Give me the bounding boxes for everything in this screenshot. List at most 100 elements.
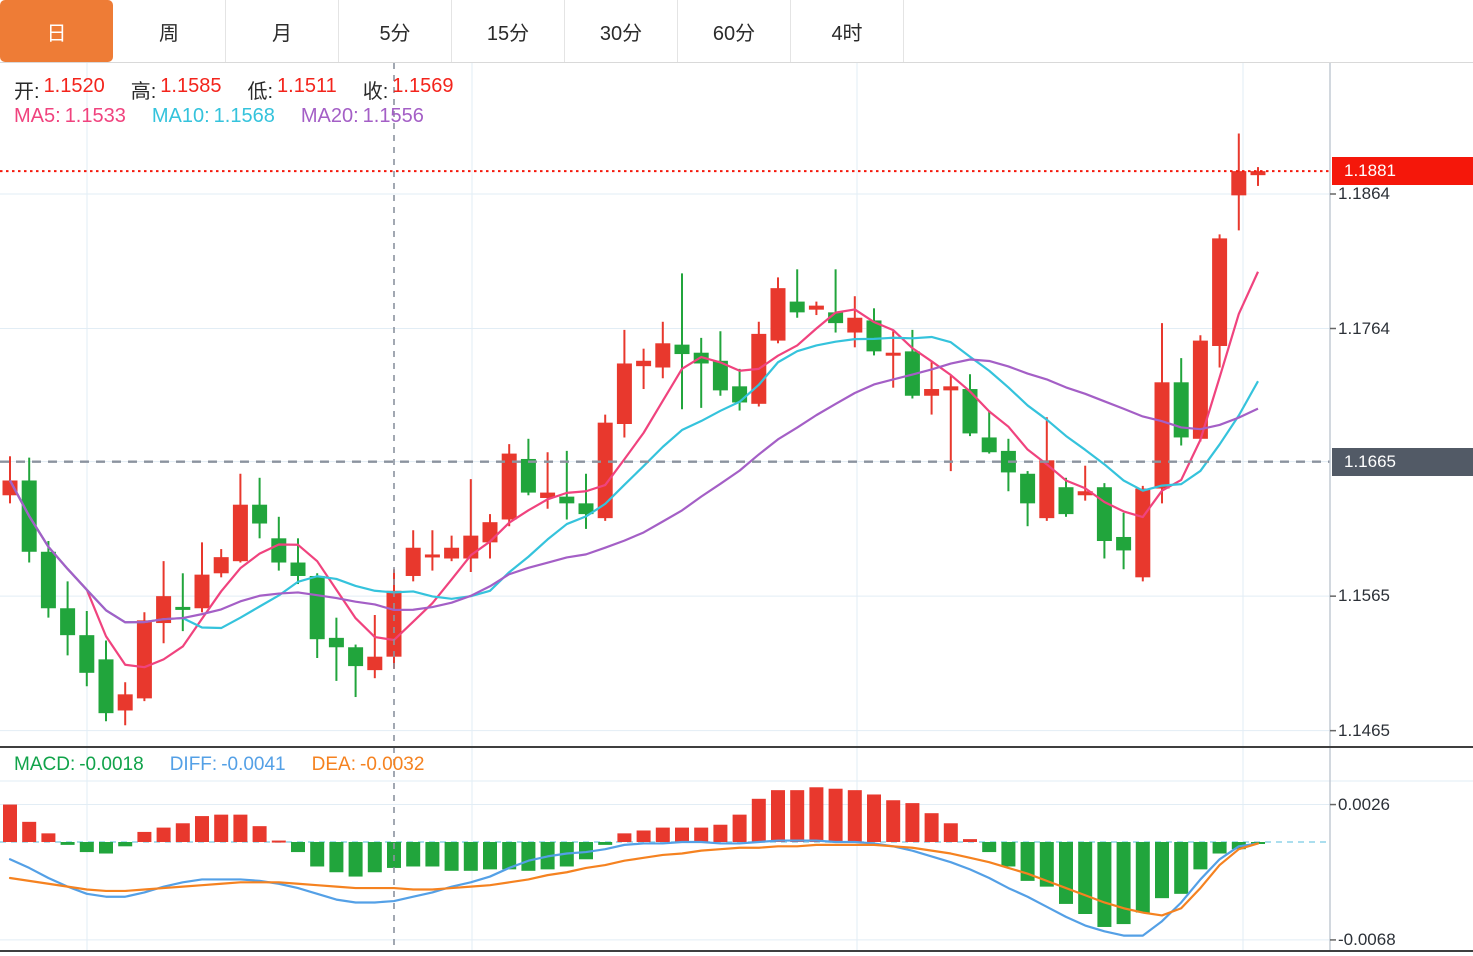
candle-body — [348, 647, 364, 667]
candle-body — [424, 554, 440, 558]
macd-histogram-bar — [1212, 842, 1227, 854]
macd-histogram-bar — [156, 827, 171, 842]
candle-body — [1096, 487, 1112, 542]
candle-body — [1058, 487, 1074, 515]
crosshair-price-badge: 1.1665 — [1332, 447, 1473, 476]
macd-histogram-bar — [847, 790, 862, 842]
macd-histogram-bar — [1059, 842, 1073, 904]
candle-body — [520, 458, 536, 493]
macd-histogram-bar — [367, 842, 382, 873]
candle-body — [847, 317, 863, 333]
last-price-badge: 1.1881 — [1332, 157, 1473, 186]
macd-histogram-bar — [1039, 842, 1054, 887]
candle-body — [1077, 491, 1093, 496]
macd-histogram-bar — [22, 821, 37, 842]
macd-histogram-bar — [675, 827, 689, 842]
macd-histogram-bar — [406, 842, 421, 867]
candle-body — [79, 635, 95, 673]
macd-histogram-bar — [1097, 842, 1112, 927]
candle-body — [1173, 382, 1189, 438]
candle-body — [60, 608, 76, 636]
macd-histogram-bar — [636, 830, 651, 842]
candle-body — [616, 363, 632, 424]
candle-body — [1135, 488, 1151, 578]
candle-body — [597, 422, 613, 519]
macd-histogram-bar — [41, 833, 56, 842]
macd-histogram-bar — [1078, 842, 1093, 914]
macd-histogram-bar — [579, 842, 593, 860]
candle-body — [578, 503, 594, 515]
candle-body — [175, 606, 191, 610]
macd-histogram-bar — [175, 823, 190, 842]
macd-histogram-bar — [291, 842, 305, 853]
candle-body — [98, 659, 114, 714]
candle-body — [885, 352, 901, 356]
candle-body — [1250, 171, 1266, 176]
macd-histogram-bar — [751, 798, 766, 842]
macd-histogram-bar — [1155, 842, 1169, 899]
macd-histogram-bar — [1020, 842, 1035, 881]
candle-body — [2, 480, 18, 496]
macd-histogram-bar — [1001, 842, 1016, 867]
tab-15min[interactable]: 15分 — [452, 0, 565, 62]
tab-5min[interactable]: 5分 — [339, 0, 452, 62]
macd-histogram-bar — [1174, 842, 1189, 894]
candle-body — [789, 301, 805, 313]
tab-month[interactable]: 月 — [226, 0, 339, 62]
macd-histogram-bar — [329, 842, 344, 873]
candlestick-macd-canvas[interactable] — [0, 63, 1473, 956]
macd-histogram-bar — [99, 842, 113, 854]
candle-body — [770, 288, 786, 341]
macd-histogram-bar — [233, 814, 248, 842]
candle-body — [309, 575, 325, 640]
macd-histogram-bar — [771, 790, 785, 842]
macd-histogram-bar — [905, 803, 920, 842]
candle-body — [674, 344, 690, 355]
macd-histogram-bar — [982, 842, 997, 853]
ma5-line — [9, 271, 1260, 669]
candle-body — [213, 557, 229, 574]
candle-body — [655, 343, 671, 368]
candle-body — [1154, 382, 1170, 489]
tab-4hour[interactable]: 4时 — [791, 0, 904, 62]
candle-body — [808, 305, 824, 310]
candle-body — [328, 637, 344, 648]
tab-day[interactable]: 日 — [0, 0, 113, 62]
macd-histogram-bar — [790, 790, 805, 842]
macd-histogram-bar — [444, 842, 459, 871]
macd-histogram-bar — [886, 800, 901, 842]
macd-histogram-bar — [60, 842, 75, 845]
candle-body — [712, 360, 728, 391]
tab-60min[interactable]: 60分 — [678, 0, 791, 62]
dea-line — [8, 842, 1260, 917]
tab-30min[interactable]: 30分 — [565, 0, 678, 62]
macd-histogram-bar — [655, 827, 670, 842]
candle-body — [156, 596, 172, 624]
macd-histogram-bar — [214, 814, 229, 842]
macd-histogram-bar — [694, 827, 709, 842]
candle-body — [540, 492, 556, 498]
macd-histogram-bar — [828, 788, 843, 842]
macd-histogram-bar — [809, 787, 824, 842]
macd-histogram-bar — [348, 842, 363, 877]
macd-histogram-bar — [252, 826, 267, 842]
candle-body — [367, 656, 383, 671]
candle-body — [1039, 460, 1055, 519]
macd-histogram-bar — [732, 814, 747, 842]
macd-histogram-bar — [195, 816, 209, 842]
candle-body — [194, 574, 210, 609]
chart-area[interactable]: 开: 1.1520 高: 1.1585 低: 1.1511 收: 1.1569 MA5:… — [0, 63, 1473, 956]
candle-body — [386, 590, 402, 657]
candle-body — [924, 389, 940, 396]
macd-histogram-bar — [867, 794, 881, 842]
diff-line — [8, 839, 1260, 937]
ma20-line — [9, 358, 1259, 624]
tab-week[interactable]: 周 — [113, 0, 226, 62]
candle-body — [1116, 536, 1132, 551]
macd-histogram-bar — [598, 842, 613, 845]
macd-histogram-bar — [1193, 842, 1208, 870]
candle-body — [405, 547, 421, 576]
macd-histogram-bar — [617, 833, 632, 842]
candle-body — [732, 386, 748, 403]
candle-body — [559, 496, 575, 504]
